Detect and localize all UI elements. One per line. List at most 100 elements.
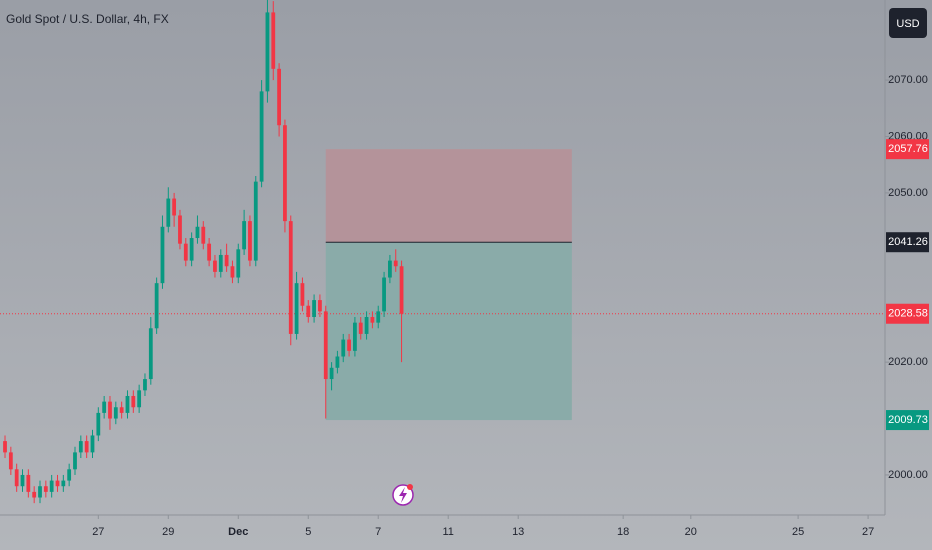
- currency-label[interactable]: USD: [896, 18, 919, 30]
- currency-button[interactable]: [889, 8, 927, 38]
- target-zone: [325, 242, 572, 421]
- candle-body: [148, 328, 153, 380]
- candle-body: [14, 469, 19, 487]
- candle-body: [160, 226, 165, 284]
- x-tick-label: 11: [443, 526, 454, 538]
- x-tick-label: 5: [305, 526, 311, 538]
- candle-body: [306, 305, 311, 318]
- candle-body: [312, 300, 316, 318]
- chart-title: Gold Spot / U.S. Dollar, 4h, FX: [6, 12, 169, 26]
- candle-body: [90, 435, 95, 453]
- candle-body: [183, 243, 188, 261]
- candle-body: [20, 474, 25, 487]
- x-tick-label: 27: [92, 526, 104, 538]
- y-tick-label: 2000.00: [888, 469, 928, 481]
- candle-body: [26, 474, 31, 492]
- candle-body: [277, 68, 281, 126]
- candle-body: [323, 311, 328, 380]
- target-price-label: 2009.73: [888, 414, 928, 426]
- candle-body: [242, 221, 247, 250]
- x-tick-label: Dec: [228, 526, 248, 538]
- candle-body: [189, 238, 194, 261]
- candle-body: [353, 322, 357, 351]
- candle-body: [84, 441, 89, 453]
- candle-body: [294, 283, 299, 334]
- candle-body: [172, 198, 177, 216]
- candle-body: [283, 125, 287, 222]
- candle-body: [265, 12, 270, 92]
- candle-body: [236, 249, 241, 278]
- candle-body: [259, 91, 264, 182]
- candle-body: [213, 260, 217, 272]
- y-tick-label: 2050.00: [888, 187, 928, 199]
- candle-body: [3, 441, 7, 453]
- x-tick-label: 13: [512, 526, 524, 538]
- candle-body: [399, 266, 404, 314]
- stop-price-label: 2057.76: [888, 143, 928, 155]
- last-price-label-box: [886, 303, 929, 324]
- candle-body: [67, 469, 72, 481]
- candle-body: [271, 12, 276, 69]
- candle-body: [96, 412, 101, 436]
- candle-body: [393, 260, 398, 267]
- candle-body: [335, 356, 340, 368]
- entry-price-label: 2041.26: [888, 236, 928, 248]
- y-tick-label: 2020.00: [888, 356, 928, 368]
- candle-body: [102, 401, 107, 413]
- candle-body: [364, 317, 369, 334]
- candle-body: [376, 311, 381, 323]
- event-icon[interactable]: [392, 484, 414, 506]
- candle-body: [154, 283, 159, 329]
- x-tick-label: 27: [862, 526, 874, 538]
- candle-body: [131, 395, 136, 408]
- candle-body: [49, 480, 54, 492]
- candle-body: [300, 283, 305, 306]
- candle-body: [358, 322, 363, 334]
- candle-body: [125, 395, 130, 413]
- candle-body: [201, 226, 206, 244]
- candle-body: [288, 221, 293, 334]
- candle-body: [370, 317, 375, 323]
- candle-body: [61, 480, 66, 487]
- stop-price-label-box: [886, 139, 929, 160]
- candle-body: [224, 254, 229, 267]
- candle-body: [73, 452, 77, 470]
- candle-body: [113, 407, 118, 419]
- candle-body: [166, 198, 171, 227]
- x-tick-label: 20: [685, 526, 697, 538]
- candle-body: [119, 407, 124, 413]
- candle-body: [108, 401, 112, 419]
- candle-body: [195, 226, 200, 239]
- x-tick-label: 7: [375, 526, 381, 538]
- candle-body: [329, 367, 334, 380]
- candle-body: [318, 300, 322, 312]
- candle-body: [218, 254, 223, 272]
- candle-body: [253, 181, 258, 261]
- candle-body: [78, 441, 83, 453]
- candle-body: [43, 486, 48, 492]
- candle-body: [388, 260, 392, 278]
- candle-body: [143, 379, 147, 391]
- candle-body: [8, 452, 13, 470]
- x-tick-label: 25: [792, 526, 804, 538]
- candle-body: [178, 215, 182, 244]
- candle-body: [341, 339, 346, 357]
- x-tick-label: 18: [617, 526, 629, 538]
- candle-body: [248, 221, 252, 261]
- entry-price-label-box: [886, 232, 929, 253]
- candle-body: [55, 480, 60, 487]
- y-tick-label: 2070.00: [888, 74, 928, 86]
- candle-body: [230, 266, 235, 278]
- candle-body: [207, 243, 212, 261]
- last-price-label: 2028.58: [888, 308, 928, 320]
- candle-body: [382, 277, 386, 312]
- candle-body: [137, 390, 142, 408]
- x-tick-label: 29: [162, 526, 174, 538]
- plot-area: [0, 0, 885, 504]
- candle-body: [32, 491, 37, 498]
- target-price-label-box: [886, 410, 929, 431]
- candle-body: [347, 339, 351, 351]
- stop-zone: [325, 149, 572, 243]
- candle-body: [38, 486, 42, 498]
